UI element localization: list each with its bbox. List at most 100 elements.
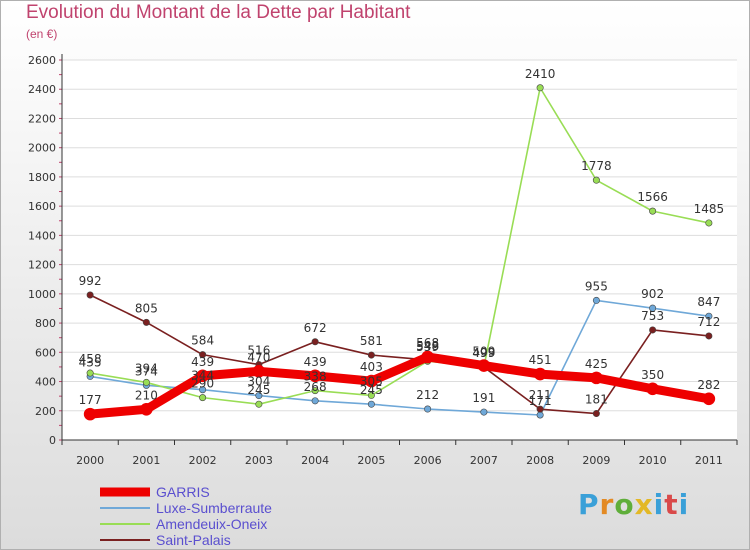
x-tick-label: 2001 xyxy=(132,454,160,467)
data-label: 268 xyxy=(304,380,327,394)
data-label: 374 xyxy=(135,364,158,378)
data-label: 394 xyxy=(135,361,158,375)
data-label: 439 xyxy=(304,355,327,369)
data-point xyxy=(140,403,153,416)
y-tick-label: 1400 xyxy=(28,229,56,242)
data-point xyxy=(252,365,266,378)
data-label: 1566 xyxy=(637,190,668,204)
data-point xyxy=(142,318,150,326)
logo-letter: P xyxy=(578,488,600,521)
data-label: 1485 xyxy=(694,202,725,216)
data-point xyxy=(199,394,207,402)
data-label: 177 xyxy=(79,393,102,407)
logo-letter: i xyxy=(653,488,665,521)
data-label: 350 xyxy=(641,368,664,382)
data-point xyxy=(536,84,544,92)
x-tick-label: 2011 xyxy=(695,454,723,467)
data-point xyxy=(477,359,491,372)
data-label: 955 xyxy=(585,279,608,293)
legend-entry: Amendeuix-Oneix xyxy=(156,516,267,532)
logo-letter: x xyxy=(634,488,654,521)
data-label: 439 xyxy=(191,355,214,369)
data-label: 584 xyxy=(191,334,214,348)
data-label: 210 xyxy=(135,388,158,402)
data-point xyxy=(367,391,375,399)
legend-entry: Saint-Palais xyxy=(156,532,231,548)
data-label: 451 xyxy=(529,353,552,367)
data-point xyxy=(367,400,375,408)
data-label: 181 xyxy=(585,393,608,407)
x-tick-label: 2009 xyxy=(582,454,610,467)
series-line-Luxe-Sumberraute xyxy=(89,299,710,416)
data-label: 425 xyxy=(585,357,608,371)
data-label: 509 xyxy=(472,345,495,359)
logo-letter: t xyxy=(664,488,679,521)
y-tick-label: 2400 xyxy=(28,83,56,96)
data-label: 458 xyxy=(79,352,102,366)
data-label: 212 xyxy=(416,388,439,402)
y-tick-label: 800 xyxy=(35,317,56,330)
data-label: 1778 xyxy=(581,159,612,173)
data-label: 338 xyxy=(304,370,327,384)
data-label: 245 xyxy=(247,383,270,397)
data-label: 499 xyxy=(472,346,495,360)
data-point xyxy=(86,369,94,377)
series-line-Amendeuix-Oneix xyxy=(89,86,710,405)
data-label: 581 xyxy=(360,334,383,348)
x-tick-label: 2002 xyxy=(189,454,217,467)
data-point xyxy=(649,304,657,312)
data-point xyxy=(255,392,263,400)
data-point xyxy=(86,291,94,299)
data-point xyxy=(196,369,209,383)
chart-subtitle: (en €) xyxy=(26,27,58,41)
data-point xyxy=(592,296,600,304)
data-label: 344 xyxy=(191,369,214,383)
proxiti-logo: Proxiti xyxy=(578,488,689,521)
data-label: 712 xyxy=(697,315,720,329)
series-line-GARRIS xyxy=(85,352,714,419)
data-point xyxy=(142,378,150,386)
data-point xyxy=(592,410,600,418)
data-point xyxy=(536,411,544,419)
legend-entry: Luxe-Sumberraute xyxy=(156,500,272,516)
data-label: 403 xyxy=(360,360,383,374)
data-label: 902 xyxy=(641,287,664,301)
data-label: 499 xyxy=(472,346,495,360)
data-label: 290 xyxy=(191,377,214,391)
data-label: 211 xyxy=(529,388,552,402)
data-point xyxy=(705,219,713,227)
data-label: 516 xyxy=(247,344,270,358)
data-label: 568 xyxy=(416,336,439,350)
data-point xyxy=(311,387,319,395)
data-point xyxy=(646,382,659,396)
data-point xyxy=(705,312,713,320)
data-label: 282 xyxy=(697,378,720,392)
legend-entry: GARRIS xyxy=(156,484,210,500)
data-label: 470 xyxy=(247,350,270,364)
data-label: 435 xyxy=(79,355,102,369)
x-tick-label: 2003 xyxy=(245,454,273,467)
y-tick-label: 200 xyxy=(35,405,56,418)
logo-letter: i xyxy=(678,488,690,521)
data-label: 191 xyxy=(472,391,495,405)
x-tick-label: 2007 xyxy=(470,454,498,467)
data-label: 805 xyxy=(135,301,158,315)
data-point xyxy=(199,386,207,394)
plot-area xyxy=(62,60,737,440)
data-point xyxy=(421,350,434,364)
data-point xyxy=(590,371,603,385)
data-point xyxy=(480,408,488,416)
data-point xyxy=(533,367,547,381)
data-point xyxy=(592,176,600,184)
data-label: 753 xyxy=(641,309,664,323)
y-tick-label: 2000 xyxy=(28,142,56,155)
data-point xyxy=(365,374,378,388)
data-label: 539 xyxy=(416,340,439,354)
data-label: 672 xyxy=(304,321,327,335)
x-tick-label: 2004 xyxy=(301,454,329,467)
y-tick-label: 600 xyxy=(35,346,56,359)
data-label: 2410 xyxy=(525,67,556,81)
chart-title: Evolution du Montant de la Dette par Hab… xyxy=(26,2,411,23)
y-tick-label: 1000 xyxy=(28,288,56,301)
y-tick-label: 1200 xyxy=(28,259,56,272)
